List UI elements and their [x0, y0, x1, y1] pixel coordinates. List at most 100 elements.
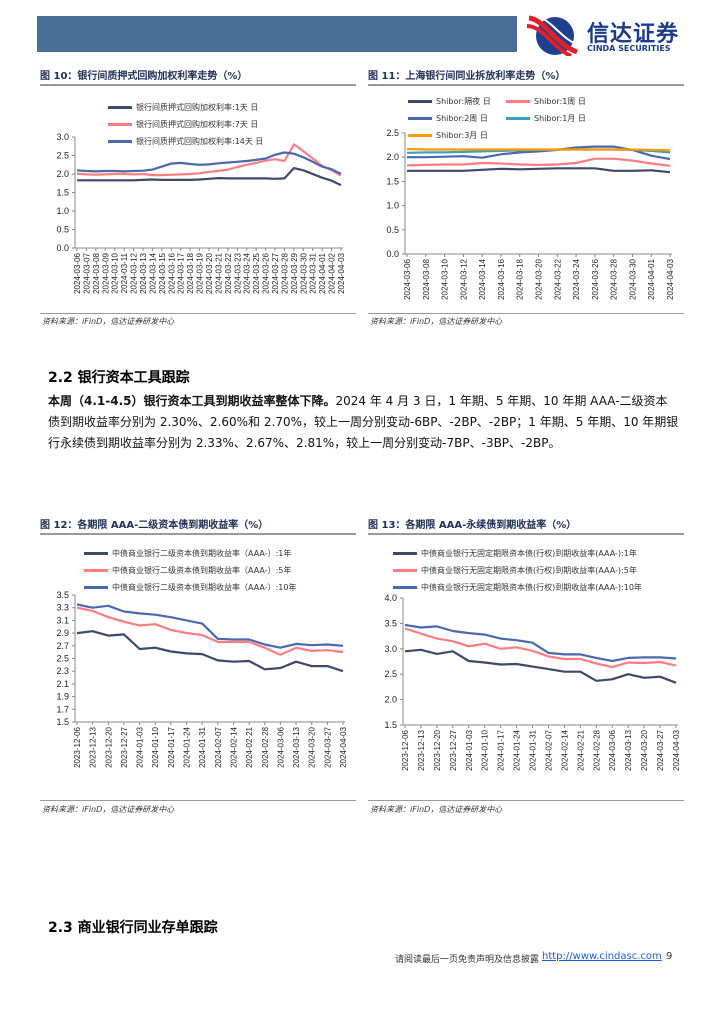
paragraph-lead: 本周（4.1-4.5）银行资本工具到期收益率整体下降。: [48, 394, 336, 408]
x-tick-label: 2024-01-31: [198, 726, 207, 767]
x-tick-label: 2024-01-31: [529, 729, 538, 770]
x-tick-label: 2024-03-13: [139, 252, 148, 293]
x-tick-label: 2024-03-26: [591, 258, 600, 299]
x-tick-label: 2024-03-22: [553, 258, 562, 299]
y-tick-label: 2.9: [56, 628, 69, 638]
legend-item: Shibor:隔夜 日: [408, 96, 491, 107]
x-tick-label: 2024-03-08: [92, 252, 101, 293]
series-line-4: [406, 147, 671, 152]
y-tick-label: 2.7: [56, 641, 69, 651]
x-tick-label: 2024-03-20: [308, 726, 317, 767]
footer-website-link[interactable]: http://www.cindasc.com: [542, 951, 662, 962]
y-tick-label: 3.3: [56, 603, 69, 613]
legend-swatch: [393, 569, 417, 572]
x-tick-label: 2024-04-01: [647, 258, 656, 299]
x-tick-label: 2024-03-19: [196, 252, 205, 293]
x-tick-label: 2024-03-22: [224, 252, 233, 293]
x-tick-label: 2024-03-27: [323, 726, 332, 767]
legend-swatch: [108, 106, 132, 109]
x-tick-label: 2024-03-21: [214, 252, 223, 293]
footer-disclaimer: 请阅读最后一页免责声明及信息披露: [395, 955, 540, 965]
legend-label: 中债商业银行二级资本债到期收益率（AAA-）:1年: [112, 549, 292, 558]
x-tick-label: 2024-03-07: [82, 252, 91, 293]
x-tick-label: 2024-03-13: [292, 726, 301, 767]
x-tick-label: 2024-01-03: [136, 726, 145, 767]
series-line-0: [76, 630, 344, 673]
x-tick-label: 2024-03-18: [516, 258, 525, 299]
legend-item: 中债商业银行二级资本债到期收益率（AAA-）:1年: [84, 548, 291, 559]
legend-item: 银行间质押式回购加权利率:7天 日: [108, 119, 258, 130]
y-tick-label: 0.5: [386, 225, 399, 235]
x-tick-label: 2024-01-17: [167, 726, 176, 767]
x-tick-label: 2023-12-27: [120, 726, 129, 767]
chart-svg: 0.0 0.5 1.0 1.5 2.0 2.5 2024-03-06 2024-03-08 20…: [386, 128, 675, 300]
y-tick-label: 1.7: [56, 704, 69, 714]
series-line-1: [406, 157, 671, 167]
y-tick-label: 1.0: [56, 206, 69, 216]
legend-label: 银行间质押式回购加权利率:7天 日: [136, 120, 259, 129]
x-tick-label: 2024-03-14: [148, 252, 157, 293]
paragraph-line-2: 债到期收益率分别为 2.30%、2.60%和 2.70%，较上一周分别变动-6B…: [48, 415, 679, 429]
x-tick-label: 2024-03-20: [205, 252, 214, 293]
x-tick-label: 2024-02-28: [592, 729, 601, 770]
y-tick-label: 1.0: [386, 201, 399, 211]
x-tick-label: 2024-03-16: [167, 252, 176, 293]
x-tick-label: 2024-03-06: [73, 252, 82, 293]
x-tick-label: 2024-03-10: [441, 258, 450, 299]
y-tick-label: 2.5: [56, 151, 69, 161]
x-tick-label: 2024-03-27: [271, 252, 280, 293]
legend-item: Shibor:1周 日: [506, 96, 586, 107]
page-number: 9: [666, 951, 673, 962]
legend-swatch: [84, 569, 108, 572]
x-tick-label: 2024-03-25: [252, 252, 261, 293]
paragraph-text: 2024 年 4 月 3 日，1 年期、5 年期、10 年期 AAA-二级资本: [335, 394, 668, 408]
y-tick-label: 0.0: [386, 249, 399, 259]
cinda-logo: 信达证券 CINDA SECURITIES: [525, 14, 700, 58]
y-tick-label: 2.5: [386, 128, 399, 138]
y-tick-label: 2.0: [56, 169, 69, 179]
logo-text-en: CINDA SECURITIES: [587, 44, 671, 53]
legend-swatch: [408, 117, 432, 120]
x-tick-label: 2024-03-27: [656, 729, 665, 770]
legend-label: Shibor:3月 日: [436, 131, 488, 140]
y-tick-label: 0.5: [56, 225, 69, 235]
chart-svg: 1.5 2.0 2.5 3.0 3.5 4.0 2023-12-06 2023-12-13 20…: [384, 593, 681, 771]
x-tick-label: 2024-03-16: [497, 258, 506, 299]
legend-item: Shibor:1月 日: [506, 113, 586, 124]
logo-text-cn: 信达证券: [587, 22, 680, 47]
x-tick-label: 2024-03-12: [130, 252, 139, 293]
x-tick-label: 2024-03-11: [120, 252, 129, 293]
legend-label: Shibor:隔夜 日: [436, 97, 491, 106]
x-tick-label: 2024-03-23: [233, 252, 242, 293]
legend-swatch: [108, 123, 132, 126]
legend-label: 中债商业银行无固定期限资本债(行权)到期收益率(AAA-):1年: [421, 549, 637, 558]
x-tick-label: 2024-03-06: [608, 729, 617, 770]
x-tick-label: 2024-04-03: [672, 729, 681, 770]
series-line-0: [404, 648, 677, 684]
divider: [368, 800, 684, 801]
legend-swatch: [84, 586, 108, 589]
x-tick-label: 2024-02-28: [261, 726, 270, 767]
x-tick-label: 2024-03-14: [478, 258, 487, 299]
x-tick-label: 2024-04-03: [337, 252, 346, 293]
y-tick-label: 3.0: [384, 644, 397, 654]
section-2-2-title: 2.2 银行资本工具跟踪: [48, 370, 190, 386]
x-tick-label: 2024-04-03: [339, 726, 348, 767]
y-tick-label: 2.0: [386, 152, 399, 162]
series-line-1: [76, 143, 342, 177]
legend-label: 银行间质押式回购加权利率:14天 日: [136, 137, 264, 146]
legend-swatch: [393, 586, 417, 589]
y-tick-label: 1.5: [56, 188, 69, 198]
x-tick-label: 2023-12-06: [73, 726, 82, 767]
x-tick-label: 2024-03-26: [262, 252, 271, 293]
legend-label: 银行间质押式回购加权利率:1天 日: [136, 103, 259, 112]
paragraph-line-1: 本周（4.1-4.5）银行资本工具到期收益率整体下降。2024 年 4 月 3 …: [48, 392, 668, 409]
legend-swatch: [506, 117, 530, 120]
x-tick-label: 2024-03-10: [111, 252, 120, 293]
x-tick-label: 2023-12-13: [417, 729, 426, 770]
legend-label: Shibor:2周 日: [436, 114, 488, 123]
legend-swatch: [84, 552, 108, 555]
x-tick-label: 2024-01-24: [183, 726, 192, 767]
